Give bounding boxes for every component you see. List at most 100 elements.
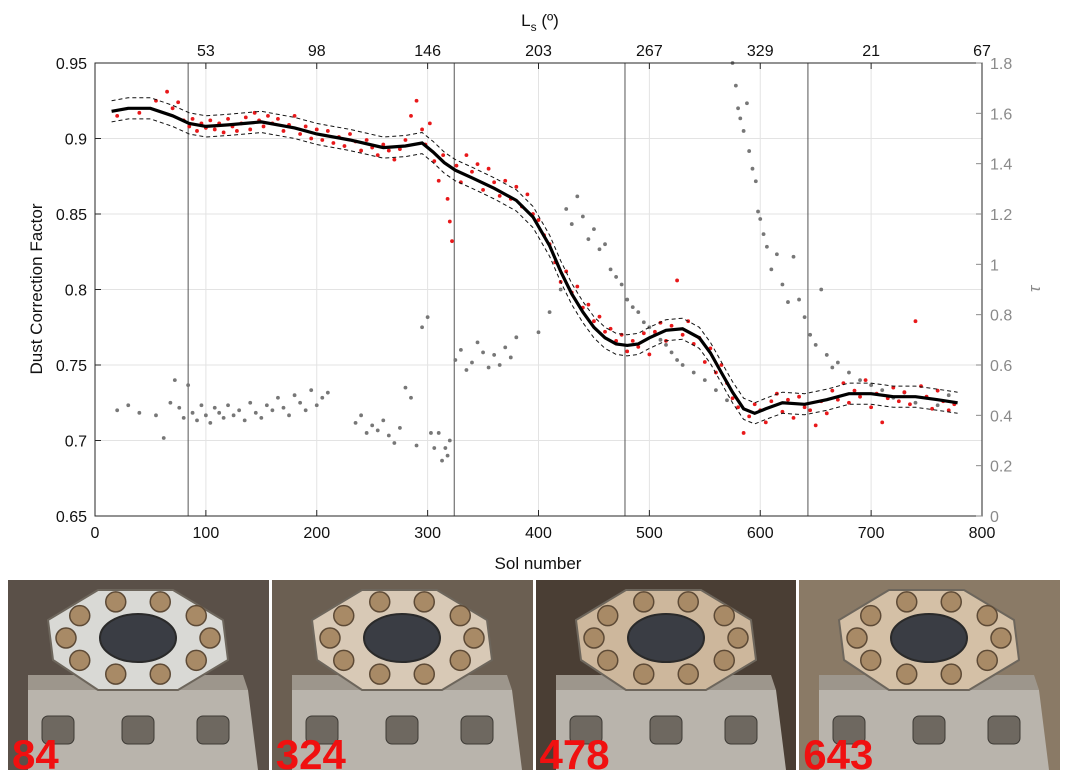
calibration-chip (199, 627, 221, 649)
mount-bracket (987, 715, 1021, 745)
tau-point (248, 400, 253, 405)
tau-point (756, 209, 760, 214)
tau-point (747, 149, 752, 153)
tau-point (835, 360, 840, 365)
tau-point (126, 403, 131, 408)
dust-point (212, 127, 217, 132)
dust-point (190, 116, 195, 121)
tau-point (237, 408, 242, 413)
tau-point (503, 345, 508, 350)
tau-point (195, 418, 199, 423)
dust-point (464, 153, 469, 158)
tau-point (880, 388, 885, 393)
dust-point (226, 116, 230, 121)
tau-point (475, 340, 480, 345)
tau-point (172, 378, 177, 382)
photo-label: 324 (275, 731, 346, 771)
y-tick-label: 0.65 (56, 509, 87, 526)
dust-point (115, 113, 120, 118)
photo-panel-2: 324 (271, 580, 533, 771)
dust-point (492, 180, 497, 185)
tau-point (298, 400, 303, 405)
y-axis: 0.65 0.7 0.75 0.8 0.85 0.9 0.95 (56, 56, 101, 526)
dust-point (276, 116, 280, 121)
tau-point (564, 207, 569, 211)
calibration-chip (632, 663, 655, 685)
tau-point (181, 415, 186, 420)
tau-point (420, 325, 424, 330)
y2-axis: 0 0.2 0.4 0.6 0.8 1 1.2 1.4 1.6 1.8 (976, 56, 1012, 526)
dust-point (398, 147, 402, 151)
tau-point (913, 400, 918, 405)
dust-point (896, 399, 901, 404)
y2-tick-label: 1.6 (990, 106, 1012, 123)
dust-point (481, 187, 485, 192)
x-tick-label: 500 (636, 525, 663, 542)
tau-point (409, 395, 413, 400)
tau-point (208, 420, 213, 425)
top-tick-label: 67 (973, 43, 991, 60)
tau-point (186, 383, 191, 388)
dust-point (170, 106, 175, 111)
tau-point (691, 370, 696, 375)
top-tick-label: 98 (308, 43, 326, 60)
dust-point (835, 397, 840, 402)
tau-point (303, 408, 308, 413)
photo-panel-1: 84 (8, 580, 269, 770)
tau-point (440, 458, 444, 463)
calibration-chip (185, 604, 207, 627)
dust-point (195, 129, 199, 133)
calibration-chip (332, 649, 355, 672)
calibration-chip (149, 663, 171, 685)
x-tick-label: 100 (193, 525, 220, 542)
tau-point (381, 418, 386, 423)
calibration-chip (896, 663, 918, 685)
tau-point (680, 363, 685, 367)
dust-point (630, 338, 635, 343)
calibration-chip (463, 627, 485, 649)
dust-point (813, 423, 818, 428)
mount-bracket (121, 715, 155, 745)
y2-tick-label: 1.8 (990, 56, 1012, 73)
calibration-chip (105, 663, 127, 685)
fit-upper-bound (111, 97, 958, 404)
tau-point (320, 395, 325, 400)
tau-point (508, 355, 513, 360)
mount-bracket (196, 715, 230, 745)
tau-point (392, 441, 397, 445)
dust-point (403, 138, 408, 142)
tau-point (403, 385, 408, 390)
dust-point (392, 157, 397, 162)
dust-point (325, 129, 330, 133)
x-tick-label: 400 (525, 525, 552, 542)
tau-point (935, 403, 940, 408)
dust-point (586, 302, 591, 307)
tau-point (231, 413, 236, 418)
top-tick-label: 267 (636, 43, 663, 60)
dust-point (603, 329, 607, 334)
top-axis-label-unit: (º) (537, 11, 559, 30)
tau-point (774, 252, 779, 257)
tau-point (190, 410, 195, 415)
tau-point (669, 350, 674, 355)
tau-point (946, 393, 951, 398)
dust-point (641, 331, 646, 336)
tau-point (481, 350, 485, 355)
dust-point (261, 124, 266, 129)
tau-point (115, 408, 120, 413)
tau-point (168, 400, 173, 405)
dust-point (248, 127, 253, 132)
tau-point (242, 418, 247, 423)
calibration-target-image (535, 580, 797, 770)
dust-point (470, 169, 474, 174)
calibration-chip (860, 649, 882, 672)
tau-point (453, 358, 458, 362)
dust-point (763, 420, 768, 425)
calibration-chip (413, 663, 435, 685)
sol-markers (187, 63, 809, 516)
calibration-target-image (271, 580, 533, 770)
tau-point (625, 297, 630, 302)
dust-point (780, 409, 785, 414)
tau-point (514, 335, 519, 340)
tau-point (714, 388, 718, 393)
